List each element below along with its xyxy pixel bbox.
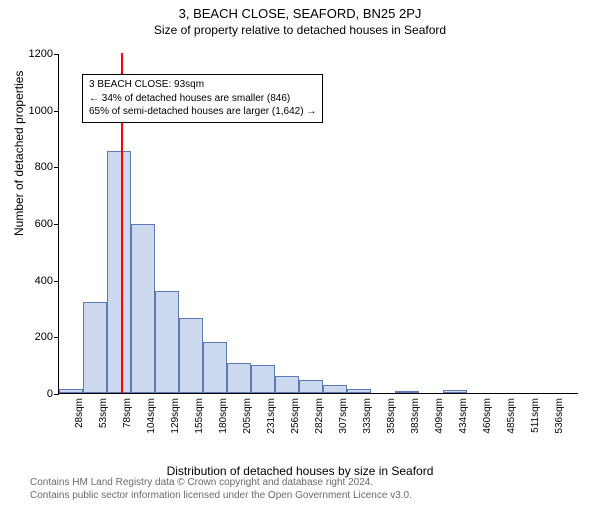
histogram-bar [323, 385, 347, 394]
x-tick-label: 129sqm [170, 398, 181, 434]
callout-line: ← 34% of detached houses are smaller (84… [89, 92, 316, 106]
y-tick-mark [54, 111, 59, 112]
x-tick-label: 282sqm [314, 398, 325, 434]
page-title: 3, BEACH CLOSE, SEAFORD, BN25 2PJ [0, 6, 600, 21]
y-tick-label: 400 [35, 275, 53, 287]
x-tick-label: 205sqm [242, 398, 253, 434]
histogram-bar [395, 391, 419, 393]
histogram-bar [83, 302, 107, 393]
y-tick-label: 200 [35, 331, 53, 343]
x-tick-label: 434sqm [458, 398, 469, 434]
histogram-bar [251, 365, 275, 393]
x-tick-label: 180sqm [218, 398, 229, 434]
x-tick-label: 333sqm [362, 398, 373, 434]
y-tick-label: 1200 [29, 48, 53, 60]
x-tick-label: 256sqm [290, 398, 301, 434]
callout-line: 65% of semi-detached houses are larger (… [89, 105, 316, 119]
x-axis-label: Distribution of detached houses by size … [0, 464, 600, 478]
histogram-bar [107, 151, 131, 393]
x-tick-label: 358sqm [386, 398, 397, 434]
y-tick-mark [54, 167, 59, 168]
y-tick-label: 800 [35, 161, 53, 173]
x-tick-label: 383sqm [410, 398, 421, 434]
callout-line: 3 BEACH CLOSE: 93sqm [89, 78, 316, 92]
y-tick-mark [54, 394, 59, 395]
x-tick-label: 78sqm [122, 398, 133, 428]
histogram-bar [179, 318, 203, 393]
y-tick-label: 1000 [29, 105, 53, 117]
footer-line: Contains HM Land Registry data © Crown c… [30, 477, 412, 490]
histogram-bar [131, 224, 155, 393]
footer-attribution: Contains HM Land Registry data © Crown c… [30, 477, 412, 502]
callout-box: 3 BEACH CLOSE: 93sqm← 34% of detached ho… [82, 74, 323, 123]
histogram-bar [155, 291, 179, 393]
histogram-bar [227, 363, 251, 393]
histogram-bar [443, 390, 467, 393]
histogram-bar [347, 389, 371, 393]
histogram-bar [59, 389, 83, 393]
histogram-bar [299, 380, 323, 393]
x-tick-label: 53sqm [98, 398, 109, 428]
y-tick-mark [54, 224, 59, 225]
x-tick-label: 231sqm [266, 398, 277, 434]
footer-line: Contains public sector information licen… [30, 490, 412, 503]
y-tick-label: 0 [47, 388, 53, 400]
x-tick-label: 536sqm [554, 398, 565, 434]
x-tick-label: 155sqm [194, 398, 205, 434]
x-tick-label: 460sqm [482, 398, 493, 434]
y-tick-mark [54, 337, 59, 338]
x-tick-label: 104sqm [146, 398, 157, 434]
y-tick-mark [54, 54, 59, 55]
y-axis-label: Number of detached properties [12, 71, 26, 236]
x-tick-label: 485sqm [506, 398, 517, 434]
y-tick-mark [54, 281, 59, 282]
x-tick-label: 511sqm [530, 398, 541, 433]
chart-container: 28sqm53sqm78sqm104sqm129sqm155sqm180sqm2… [58, 54, 578, 419]
x-tick-label: 409sqm [434, 398, 445, 434]
histogram-bar [275, 376, 299, 393]
x-tick-label: 307sqm [338, 398, 349, 434]
chart-subtitle: Size of property relative to detached ho… [0, 23, 600, 37]
x-tick-label: 28sqm [74, 398, 85, 428]
histogram-bar [203, 342, 227, 393]
y-tick-label: 600 [35, 218, 53, 230]
